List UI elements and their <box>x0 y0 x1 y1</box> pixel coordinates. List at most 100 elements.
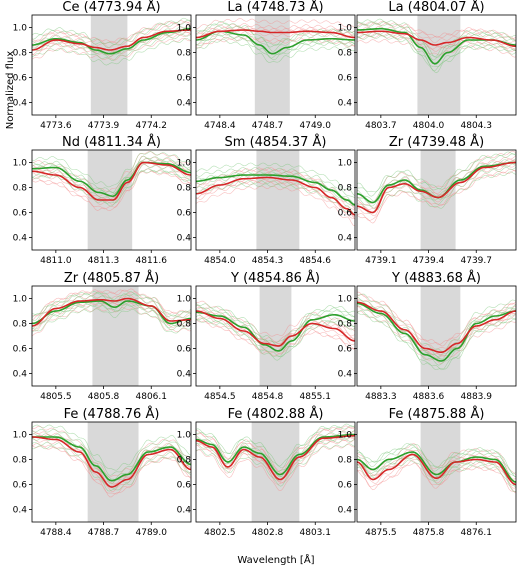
line-wavelength: (4875.88 Å) <box>407 406 484 422</box>
y-tick-label: 0.8 <box>338 49 353 59</box>
panel: Sm (4854.37 Å) 0.4 0.6 0.8 1.0 4854.0 4854.3 48… <box>177 134 356 266</box>
y-tick-label: 0.4 <box>338 234 353 244</box>
line-wavelength: (4883.68 Å) <box>404 270 481 286</box>
green-mean-spectrum <box>196 311 355 352</box>
x-tick-label: 4854.3 <box>252 256 283 266</box>
panel: Ce (4773.94 Å) 0.4 0.6 0.8 1.0 4773.6 4773.9 47… <box>13 0 192 131</box>
axes-frame <box>195 421 356 523</box>
individual-spectra <box>357 293 516 371</box>
line-window-band <box>420 150 456 250</box>
panel-title: Ce (4773.94 Å) <box>62 0 160 15</box>
line-wavelength: (4854.86 Å) <box>243 270 320 286</box>
y-tick-label: 0.8 <box>177 456 192 466</box>
axes-frame <box>356 149 517 251</box>
panel-title: Y (4883.68 Å) <box>391 270 481 286</box>
line-wavelength: (4804.07 Å) <box>408 0 485 15</box>
y-tick-label: 1.0 <box>338 431 353 441</box>
x-tick-label: 4802.8 <box>252 528 284 538</box>
red-mean-spectrum <box>32 297 191 327</box>
red-mean-spectrum <box>196 29 355 39</box>
red-mean-spectrum <box>32 436 191 488</box>
y-tick-label: 0.4 <box>338 370 353 380</box>
x-tick-label: 4811.0 <box>40 256 72 266</box>
y-tick-label: 1.0 <box>177 295 192 305</box>
y-tick-label: 0.6 <box>338 481 353 491</box>
green-mean-spectrum <box>32 436 191 482</box>
x-tick-label: 4883.6 <box>413 392 445 402</box>
x-tick-label: 4773.6 <box>40 121 72 131</box>
x-tick-label: 4739.1 <box>365 256 397 266</box>
panel-title: Zr (4805.87 Å) <box>64 270 159 286</box>
x-tick-label: 4883.3 <box>365 392 397 402</box>
red-mean-spectrum <box>357 161 516 214</box>
axes-frame <box>31 421 192 523</box>
x-tick-label: 4805.5 <box>40 392 72 402</box>
y-tick-label: 0.8 <box>177 184 192 194</box>
y-tick-label: 0.4 <box>177 506 192 516</box>
x-tick-label: 4805.8 <box>88 392 120 402</box>
x-tick-label: 4854.8 <box>252 392 284 402</box>
element-name: Zr <box>389 135 407 150</box>
green-mean-spectrum <box>357 451 516 483</box>
x-tick-label: 4774.2 <box>136 121 168 131</box>
panel-title: Sm (4854.37 Å) <box>225 134 327 150</box>
y-tick-label: 0.8 <box>338 456 353 466</box>
y-tick-label: 0.8 <box>338 320 353 330</box>
x-axis-label: Wavelength [Å] <box>237 553 314 566</box>
x-tick-label: 4875.5 <box>365 528 397 538</box>
panel-title: La (4804.07 Å) <box>388 0 484 15</box>
panel-title: Fe (4788.76 Å) <box>64 406 160 422</box>
x-tick-label: 4855.1 <box>300 392 332 402</box>
line-wavelength: (4773.94 Å) <box>84 0 161 15</box>
line-window-band <box>259 286 292 386</box>
y-tick-label: 0.6 <box>13 345 28 355</box>
x-tick-label: 4876.1 <box>461 528 493 538</box>
x-tick-label: 4739.4 <box>413 256 445 266</box>
x-tick-label: 4806.1 <box>136 392 168 402</box>
x-tick-label: 4802.5 <box>204 528 236 538</box>
y-tick-label: 1.0 <box>177 24 192 34</box>
red-mean-spectrum <box>357 30 516 48</box>
line-window-band <box>420 422 461 522</box>
element-name: Nd <box>62 135 84 150</box>
panel: Fe (4875.88 Å) 0.4 0.6 0.8 1.0 4875.5 4875.8 48… <box>338 406 517 538</box>
red-mean-spectrum <box>196 434 355 481</box>
y-tick-label: 0.8 <box>177 49 192 59</box>
y-tick-label: 0.4 <box>13 234 28 244</box>
panel: Fe (4802.88 Å) 0.4 0.6 0.8 1.0 4802.5 4802.8 48… <box>177 406 356 538</box>
x-tick-label: 4804.0 <box>413 121 445 131</box>
y-tick-label: 0.4 <box>13 506 28 516</box>
line-window-band <box>254 15 290 115</box>
y-tick-label: 1.0 <box>13 159 28 169</box>
line-wavelength: (4805.87 Å) <box>82 270 159 286</box>
x-tick-label: 4811.6 <box>136 256 168 266</box>
axes-frame <box>195 285 356 387</box>
y-tick-label: 1.0 <box>177 431 192 441</box>
axes-frame <box>356 285 517 387</box>
panel: La (4804.07 Å) 0.4 0.6 0.8 1.0 4803.7 4804.0 48… <box>338 0 517 131</box>
panel: La (4748.73 Å) 0.4 0.6 0.8 1.0 4748.4 4748.7 47… <box>177 0 356 131</box>
x-tick-label: 4749.0 <box>300 121 332 131</box>
line-wavelength: (4854.37 Å) <box>250 134 327 150</box>
axes-frame <box>195 14 356 116</box>
y-tick-label: 0.6 <box>177 74 192 84</box>
y-axis-label: Normalized flux <box>5 51 16 130</box>
element-name: La <box>388 0 407 15</box>
element-name: Ce <box>62 0 83 15</box>
x-tick-label: 4811.3 <box>88 256 120 266</box>
y-tick-label: 1.0 <box>13 24 28 34</box>
y-tick-label: 0.6 <box>13 481 28 491</box>
element-name: Zr <box>64 271 82 286</box>
red-mean-spectrum <box>196 310 355 347</box>
red-mean-spectrum <box>357 301 516 354</box>
y-tick-label: 0.6 <box>13 74 28 84</box>
red-mean-spectrum <box>357 453 516 486</box>
y-tick-label: 1.0 <box>338 159 353 169</box>
element-name: Fe <box>389 407 408 422</box>
panel-title: Fe (4802.88 Å) <box>228 406 324 422</box>
panel: Zr (4805.87 Å) 0.4 0.6 0.8 1.0 4805.5 4805.8 48… <box>13 270 192 402</box>
axes-frame <box>356 14 517 116</box>
x-tick-label: 4748.4 <box>204 121 236 131</box>
x-tick-label: 4854.0 <box>204 256 236 266</box>
